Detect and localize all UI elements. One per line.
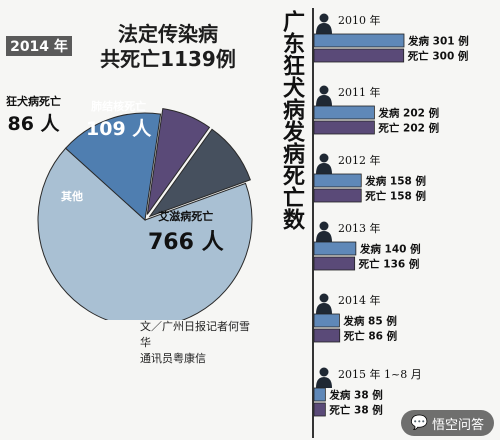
- data-label-death-3: 死亡 136 例: [358, 258, 420, 271]
- year-label: 2015 年 1~8 月: [338, 367, 422, 381]
- data-label-death-2: 死亡 158 例: [364, 190, 426, 203]
- pie-label-aids: 艾滋病死亡 766 人: [148, 208, 224, 256]
- person-icon: [316, 293, 332, 314]
- data-label-death-5: 死亡 38 例: [328, 404, 382, 417]
- data-label-onset-0: 发病 301 例: [407, 35, 469, 48]
- pie-title-line-1: 法定传染病: [118, 22, 218, 46]
- watermark: 💬 悟空问答: [400, 410, 494, 436]
- data-label-onset-4: 发病 85 例: [342, 315, 396, 328]
- bar-onset-4: [313, 313, 340, 328]
- bar-death-1: [313, 120, 375, 135]
- pie-slice-2: [146, 108, 211, 215]
- year-label: 2014 年: [338, 293, 381, 307]
- bar-death-0: [313, 48, 405, 63]
- credit-line-1: 文／广州日报记者何雪华: [140, 320, 250, 349]
- pie-chart: [37, 108, 253, 320]
- pie-label-other: 其他: [61, 188, 83, 204]
- pie-label-rabies: 狂犬病死亡 86 人: [6, 93, 61, 136]
- data-label-onset-3: 发病 140 例: [359, 243, 421, 256]
- year-label: 2013 年: [338, 221, 381, 235]
- pie-slice-3: [148, 128, 251, 218]
- pie-slice-1: [64, 112, 162, 221]
- data-label-onset-5: 发病 38 例: [328, 389, 382, 402]
- axis-line: [312, 8, 314, 438]
- credit: 文／广州日报记者何雪华 通讯员粤康信: [140, 319, 260, 367]
- person-icon: [316, 13, 332, 34]
- watermark-text: 悟空问答: [431, 417, 484, 433]
- bar-onset-2: [313, 173, 362, 188]
- year-badge: 2014 年: [6, 36, 72, 56]
- data-label-death-0: 死亡 300 例: [407, 50, 469, 63]
- bar-death-4: [313, 328, 341, 343]
- data-label-death-1: 死亡 202 例: [377, 122, 439, 135]
- pie-label-aids-value: 766 人: [148, 230, 224, 255]
- bar-death-5: [313, 402, 326, 417]
- bar-death-2: [313, 188, 362, 203]
- bar-onset-1: [313, 105, 375, 120]
- year-label: 2012 年: [338, 153, 381, 167]
- bar-onset-5: [313, 387, 326, 402]
- bar-onset-0: [313, 33, 405, 48]
- pie-title-line-2: 共死亡1139例: [100, 47, 236, 71]
- pie-label-rabies-name: 狂犬病死亡: [6, 95, 61, 108]
- person-icon: [316, 153, 332, 174]
- pie-label-tb-value: 109 人: [86, 118, 152, 140]
- pie-label-aids-name: 艾滋病死亡: [158, 210, 214, 223]
- bar-death-3: [313, 256, 356, 271]
- chat-bubble-icon: 💬: [410, 415, 428, 431]
- year-label: 2011 年: [338, 85, 381, 99]
- data-label-onset-2: 发病 158 例: [364, 175, 426, 188]
- pie-label-tb-name: 肺结核死亡: [91, 100, 147, 113]
- year-label: 2010 年: [338, 13, 381, 27]
- bar-onset-3: [313, 241, 357, 256]
- pie-label-rabies-value: 86 人: [7, 113, 60, 135]
- data-label-onset-1: 发病 202 例: [377, 107, 439, 120]
- pie-title: 法定传染病 共死亡1139例: [78, 22, 258, 72]
- pie-label-other-name: 其他: [61, 190, 83, 203]
- pie-label-tb: 肺结核死亡 109 人: [86, 98, 151, 141]
- pie-slice-0: [37, 147, 253, 320]
- person-icon: [316, 221, 332, 242]
- data-label-death-4: 死亡 86 例: [343, 330, 397, 343]
- credit-line-2: 通讯员粤康信: [140, 352, 206, 365]
- person-icon: [316, 367, 332, 388]
- bar-chart-title: 广东狂犬病发病死亡数: [279, 10, 304, 230]
- person-icon: [316, 85, 332, 106]
